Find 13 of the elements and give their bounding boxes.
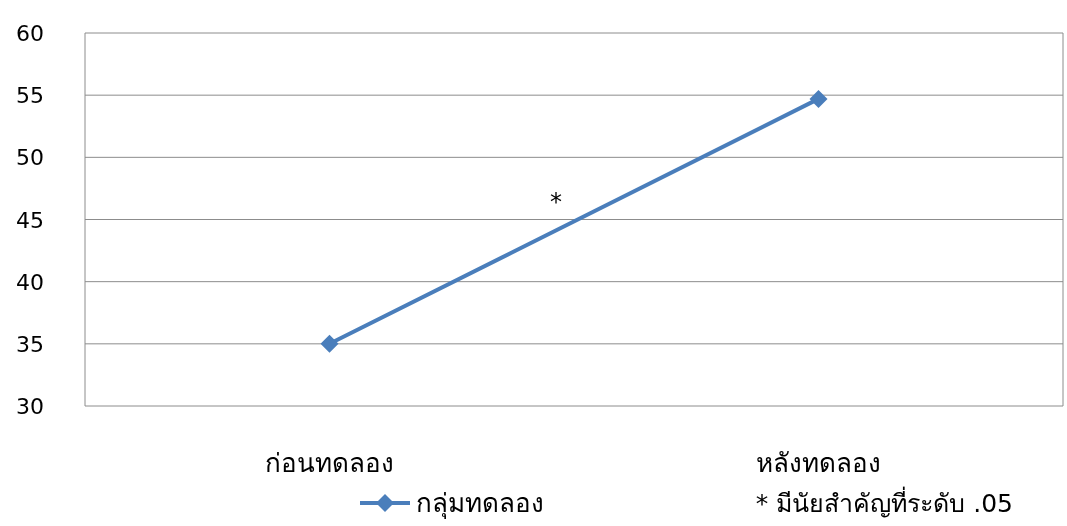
x-tick-label: หลังทดลอง bbox=[756, 448, 881, 478]
text: * มีนัยสำคัญที่ระดับ .05 bbox=[755, 486, 1013, 518]
y-tick-label: 30 bbox=[16, 394, 44, 419]
y-tick-label: 45 bbox=[16, 207, 44, 233]
y-tick-label: 50 bbox=[16, 145, 44, 171]
legend-label: กลุ่มทดลอง bbox=[416, 488, 544, 519]
x-tick-label: ก่อนทดลอง bbox=[265, 448, 394, 478]
y-tick-label: 35 bbox=[16, 331, 44, 357]
legend: กลุ่มทดลอง bbox=[360, 488, 544, 518]
annotation: * bbox=[550, 188, 562, 216]
y-tick-label: 60 bbox=[16, 21, 44, 46]
y-tick-label: 40 bbox=[16, 269, 44, 295]
y-tick-label: 55 bbox=[16, 83, 44, 109]
